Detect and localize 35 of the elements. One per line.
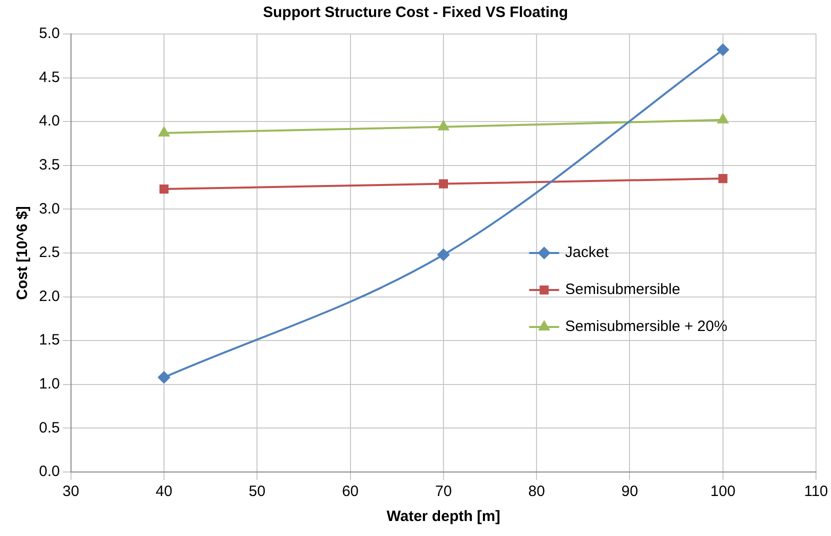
x-tick-label: 50	[248, 483, 266, 500]
point	[718, 114, 728, 124]
x-tick-label: 80	[528, 483, 545, 500]
x-tick-label: 30	[62, 483, 80, 500]
y-tick-label: 0.0	[38, 463, 60, 480]
y-tick-label: 4.0	[38, 112, 60, 130]
point	[437, 248, 450, 261]
point	[438, 120, 449, 130]
point	[158, 371, 170, 384]
y-tick-label: 1.5	[38, 332, 60, 349]
x-tick-label: 70	[435, 483, 452, 500]
x-tick-label: 60	[342, 483, 359, 500]
x-tick-label: 110	[804, 483, 828, 500]
y-tick-label: 5.0	[38, 25, 60, 42]
legend-label: Jacket	[565, 244, 610, 262]
y-tick-label: 2.5	[38, 244, 60, 262]
y-axis-title: Cost [10^6 $]	[14, 206, 32, 300]
y-tick-label: 3.0	[38, 200, 60, 218]
point	[718, 174, 728, 184]
y-tick-label: 3.5	[38, 156, 60, 174]
x-tick-label: 40	[156, 483, 172, 500]
chart-title: Support Structure Cost - Fixed VS Floating	[262, 4, 568, 22]
y-tick-label: 0.5	[38, 419, 60, 436]
x-tick-label: 100	[710, 483, 736, 500]
y-tick-label: 4.5	[38, 68, 60, 86]
point	[716, 44, 729, 56]
x-axis-title: Water depth [m]	[386, 508, 500, 526]
y-tick-label: 1.0	[38, 376, 60, 393]
legend-label: Semisubmersible + 20%	[565, 318, 728, 336]
point	[158, 126, 170, 136]
point	[438, 179, 448, 188]
y-tick-label: 2.0	[38, 288, 60, 305]
legend-label: Semisubmersible	[565, 281, 680, 298]
x-tick-label: 90	[621, 483, 638, 500]
point	[159, 184, 169, 194]
